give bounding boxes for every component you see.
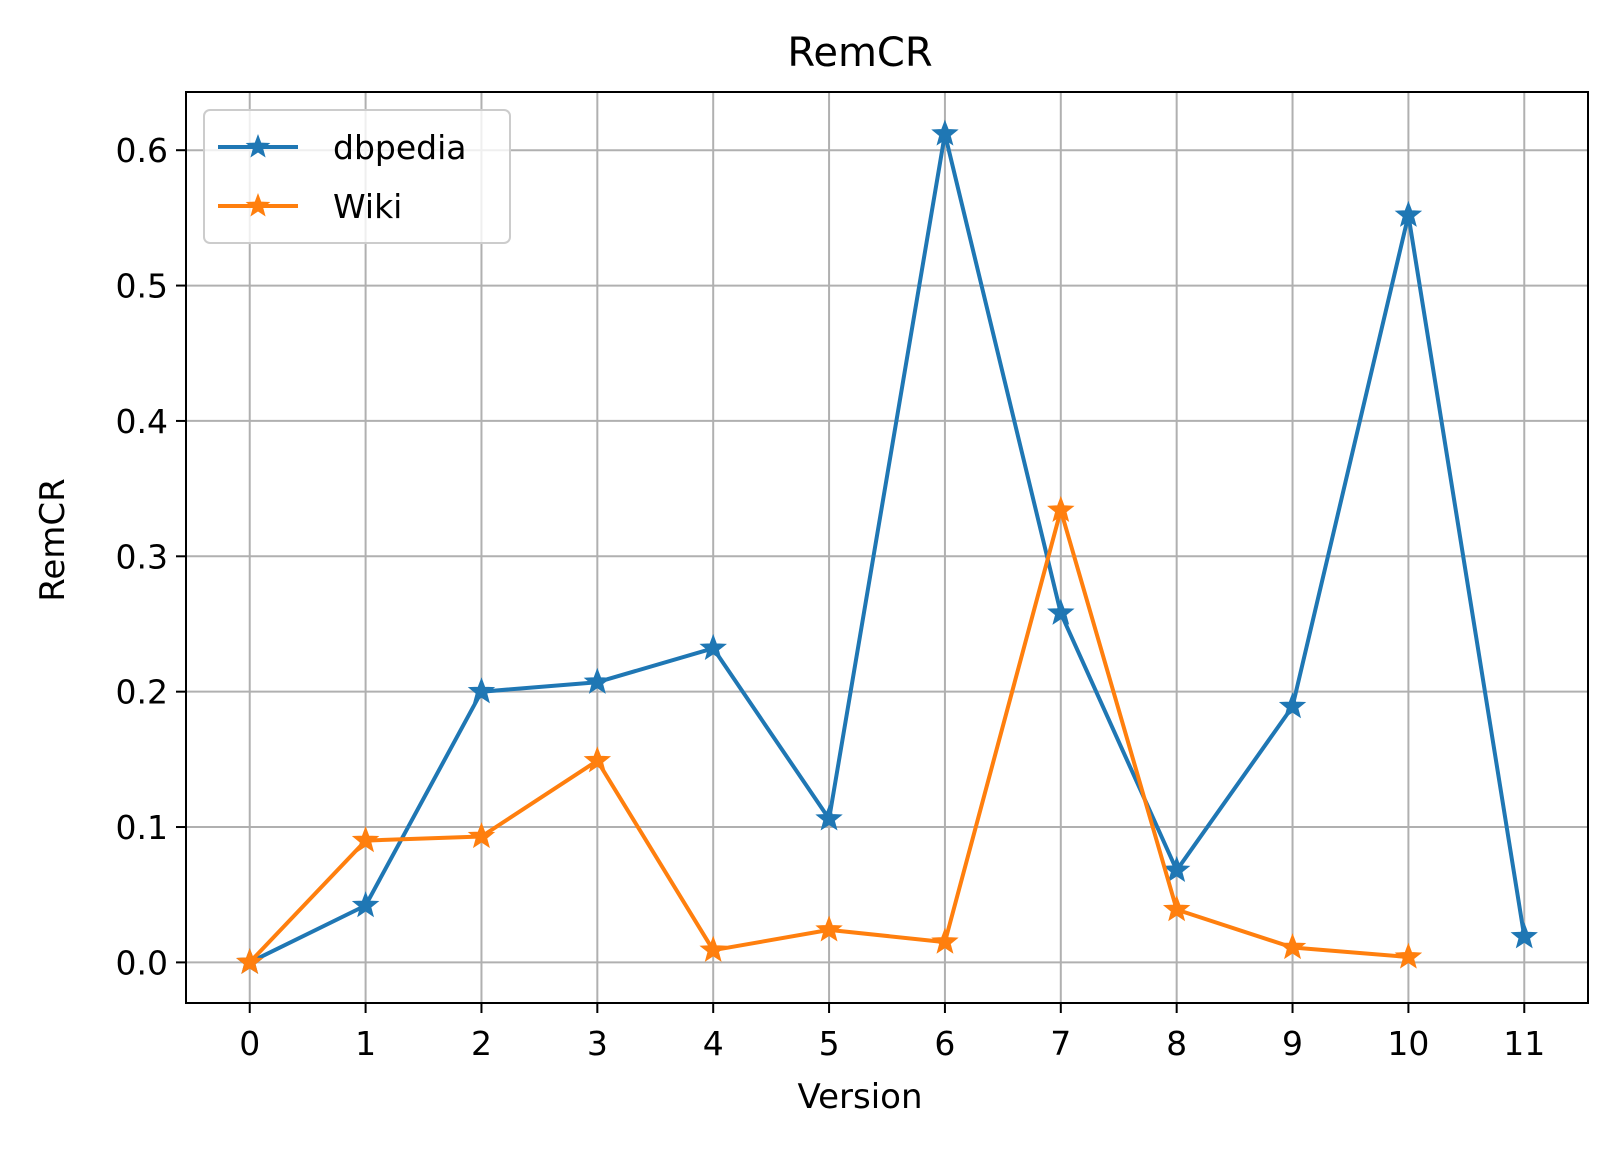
legend-entry-wiki: Wiki xyxy=(218,187,402,226)
y-tick-label: 0.3 xyxy=(116,537,168,576)
legend-marker xyxy=(245,193,271,217)
y-tick-label: 0.6 xyxy=(116,131,168,170)
y-tick-label: 0.1 xyxy=(116,808,168,847)
series-line xyxy=(248,132,1527,965)
data-point xyxy=(236,947,264,975)
data-point xyxy=(583,667,612,694)
data-point xyxy=(1047,598,1075,625)
x-tick-label: 4 xyxy=(703,1024,724,1063)
ticks: 0 1 2 3 4 5 6 7 8 9 10 11 0.0 0.1 0.2 0.3 0.4 0.5 0.6 xyxy=(116,131,1546,1063)
legend-frame xyxy=(203,109,511,244)
x-tick-label: 7 xyxy=(1050,1024,1071,1063)
x-tick-label: 0 xyxy=(239,1024,260,1063)
x-tick-label: 2 xyxy=(471,1024,492,1063)
x-tick-label: 11 xyxy=(1503,1024,1545,1063)
x-tick-label: 5 xyxy=(819,1024,840,1063)
y-tick-label: 0.0 xyxy=(116,943,168,982)
data-point xyxy=(699,633,727,661)
data-point xyxy=(1394,200,1423,227)
series-layer xyxy=(236,119,1538,975)
chart-title: RemCR xyxy=(787,30,932,76)
x-tick-label: 10 xyxy=(1387,1024,1429,1063)
data-point xyxy=(699,935,727,962)
data-point xyxy=(931,119,959,146)
data-point xyxy=(1162,895,1191,922)
data-point xyxy=(467,677,496,704)
data-point xyxy=(1278,933,1307,960)
x-tick-label: 8 xyxy=(1166,1024,1187,1063)
x-tick-label: 1 xyxy=(355,1024,376,1063)
y-tick-label: 0.4 xyxy=(116,402,168,441)
data-point xyxy=(815,804,843,831)
x-axis-label: Version xyxy=(797,1077,922,1117)
legend: dbpedia Wiki xyxy=(203,109,511,244)
data-point xyxy=(815,915,843,942)
y-tick-label: 0.5 xyxy=(116,267,168,306)
data-point xyxy=(1162,855,1191,883)
data-point xyxy=(931,927,959,954)
data-point xyxy=(467,822,496,849)
data-point xyxy=(351,891,380,918)
data-point xyxy=(1394,942,1423,969)
series-wiki xyxy=(236,495,1423,975)
x-tick-label: 6 xyxy=(934,1024,955,1063)
axes-frame xyxy=(185,91,1589,1004)
data-point xyxy=(1510,922,1538,949)
legend-entry-dbpedia: dbpedia xyxy=(218,128,466,167)
legend-label: Wiki xyxy=(333,187,402,226)
data-point xyxy=(583,746,612,773)
data-point xyxy=(1047,495,1075,522)
x-tick-label: 3 xyxy=(587,1024,608,1063)
y-tick-label: 0.2 xyxy=(116,673,168,712)
y-axis-label: RemCR xyxy=(33,478,73,602)
data-point xyxy=(351,826,380,853)
legend-marker xyxy=(245,134,271,158)
x-tick-label: 9 xyxy=(1282,1024,1303,1063)
data-point xyxy=(1278,692,1307,719)
legend-label: dbpedia xyxy=(333,128,466,167)
